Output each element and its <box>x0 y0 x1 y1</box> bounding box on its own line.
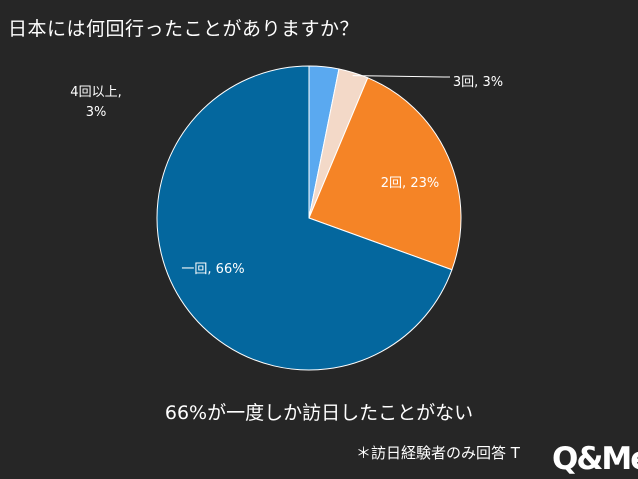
data-label-1: 一回, 66% <box>181 262 244 277</box>
data-label-4plus: 4回以上, 3% <box>70 85 121 120</box>
pie-slice-1 <box>156 65 453 371</box>
chart-title: 日本には何回行ったことがありますか？ <box>8 18 360 40</box>
pie-slice-2 <box>308 77 462 271</box>
brand-logo: Q&Me <box>552 441 638 477</box>
summary-caption: 66%が一度しか訪日したことがない <box>164 402 474 424</box>
data-label-2: 2回, 23% <box>381 176 439 191</box>
leader-line-3 <box>352 75 450 78</box>
data-label-3: 3回, 3% <box>453 75 503 90</box>
footnote: ＊訪日経験者のみ回答 T <box>356 444 520 462</box>
